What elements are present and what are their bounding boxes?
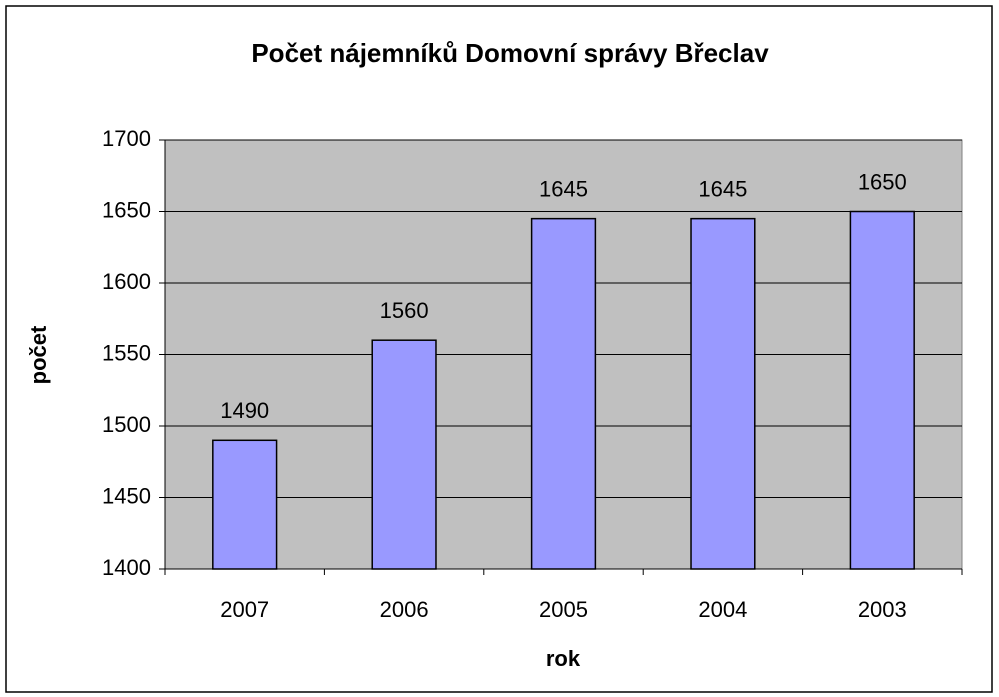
x-axis-label: rok — [546, 646, 581, 671]
x-tick-label: 2005 — [539, 597, 588, 622]
bar — [530, 217, 597, 570]
data-label: 1645 — [698, 176, 747, 201]
y-axis-label: počet — [26, 325, 51, 384]
y-tick-label: 1400 — [102, 555, 151, 580]
data-label: 1560 — [380, 298, 429, 323]
data-label: 1645 — [539, 176, 588, 201]
y-tick-label: 1550 — [102, 340, 151, 365]
bar — [371, 339, 437, 570]
y-tick-label: 1500 — [102, 412, 151, 437]
x-tick-label: 2007 — [220, 597, 269, 622]
bar — [212, 439, 278, 570]
x-tick-label: 2004 — [698, 597, 747, 622]
y-tick-label: 1650 — [102, 197, 151, 222]
data-label: 1650 — [858, 169, 907, 194]
bar — [690, 217, 756, 570]
chart-title: Počet nájemníků Domovní správy Břeclav — [251, 38, 769, 68]
y-tick-label: 1600 — [102, 269, 151, 294]
y-tick-label: 1450 — [102, 483, 151, 508]
data-label: 1490 — [220, 398, 269, 423]
bar — [849, 210, 915, 570]
x-tick-label: 2003 — [858, 597, 907, 622]
y-tick-label: 1700 — [102, 126, 151, 151]
x-tick-label: 2006 — [380, 597, 429, 622]
